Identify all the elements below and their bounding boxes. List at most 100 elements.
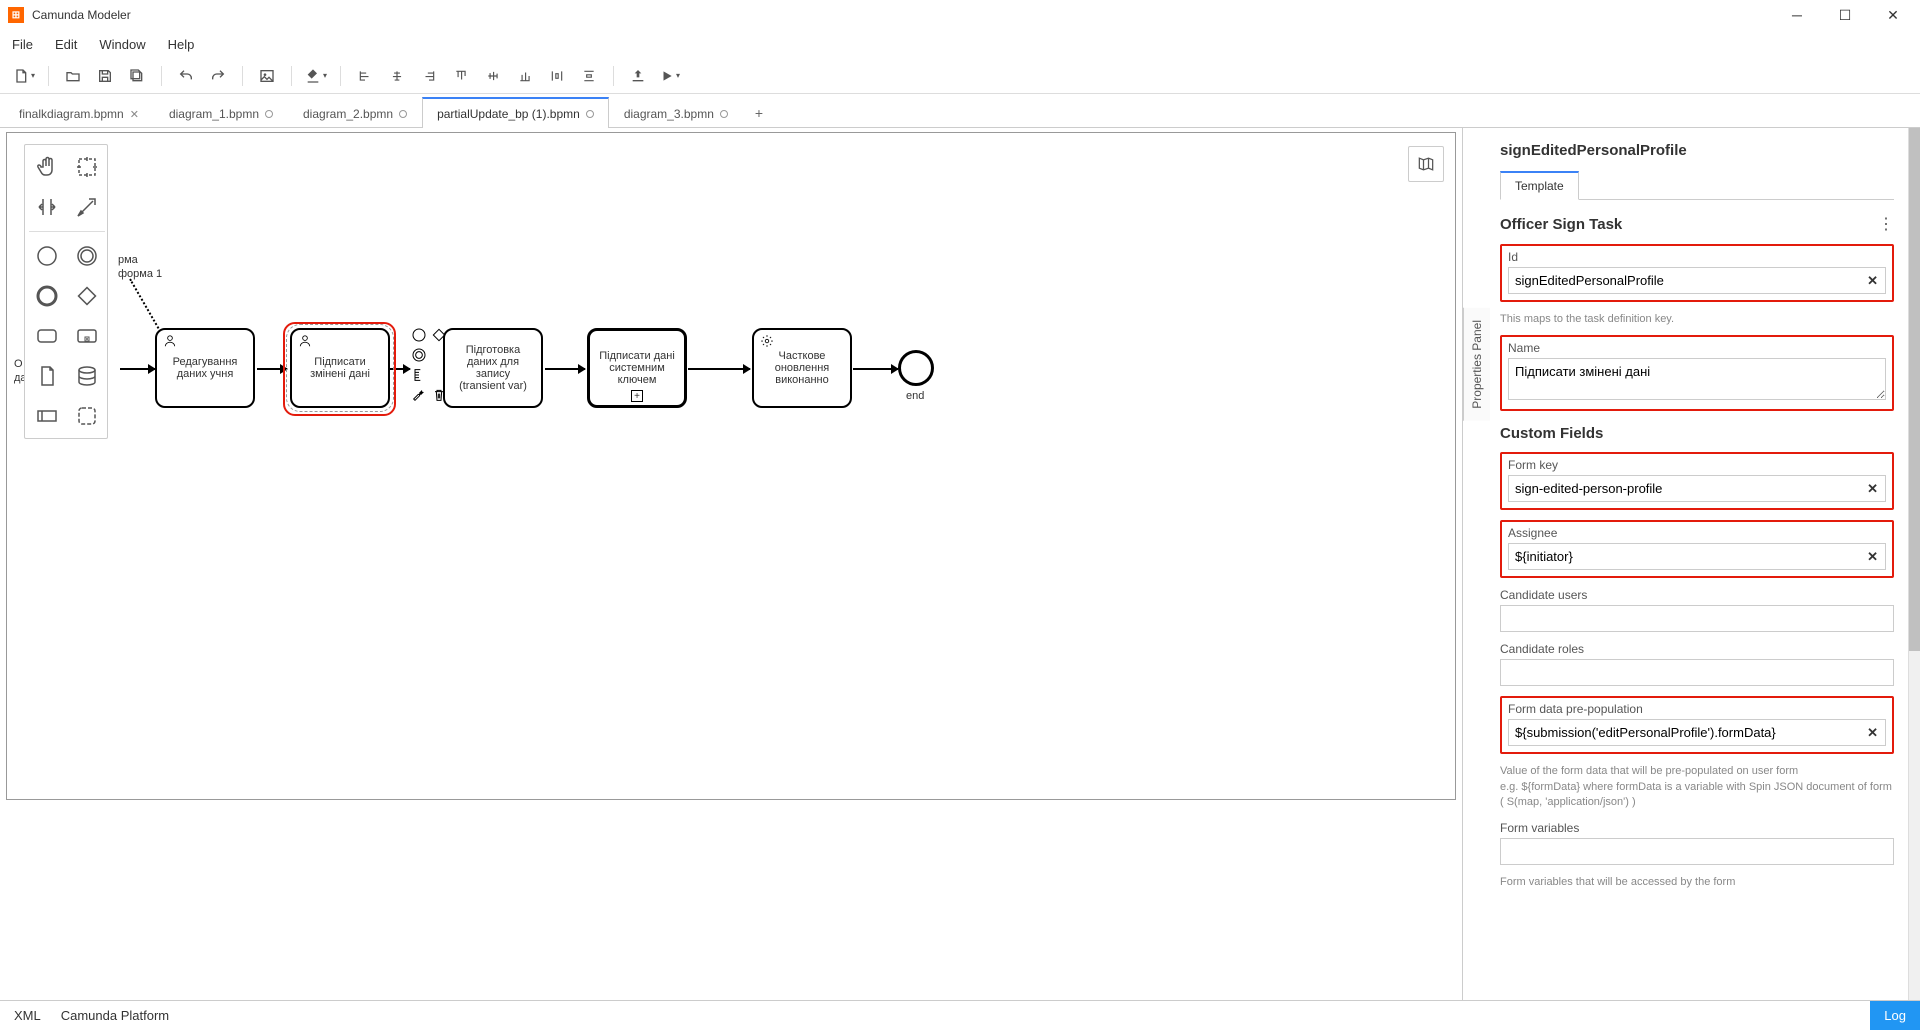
new-file-button[interactable] xyxy=(10,62,38,90)
clear-icon[interactable]: ✕ xyxy=(1867,725,1878,741)
minimap-button[interactable] xyxy=(1408,146,1444,182)
clear-icon[interactable]: ✕ xyxy=(1867,481,1878,497)
tab-diagram3[interactable]: diagram_3.bpmn xyxy=(609,98,743,128)
id-input[interactable] xyxy=(1508,267,1886,294)
data-object-tool[interactable] xyxy=(29,358,65,394)
save-button[interactable] xyxy=(91,62,119,90)
ctx-intermediate[interactable] xyxy=(410,346,428,364)
align-center-button[interactable] xyxy=(383,62,411,90)
intermediate-event-tool[interactable] xyxy=(69,238,105,274)
properties-panel-toggle[interactable]: Properties Panel xyxy=(1463,308,1490,421)
form-variables-input[interactable] xyxy=(1500,838,1894,865)
main-area: рма форма 1 О да Редагування даних учня … xyxy=(0,128,1920,1000)
undo-button[interactable] xyxy=(172,62,200,90)
tab-close-icon[interactable]: ✕ xyxy=(130,108,139,121)
connect-tool[interactable] xyxy=(69,189,105,225)
ctx-event[interactable] xyxy=(410,326,428,344)
close-button[interactable]: ✕ xyxy=(1878,5,1908,25)
align-bottom-button[interactable] xyxy=(511,62,539,90)
field-label: Candidate users xyxy=(1500,588,1894,602)
image-button[interactable] xyxy=(253,62,281,90)
field-prepopulation: Form data pre-population ✕ xyxy=(1500,696,1894,754)
tab-partialupdate[interactable]: partialUpdate_bp (1).bpmn xyxy=(422,97,609,128)
field-label: Form key xyxy=(1508,458,1886,472)
properties-title: signEditedPersonalProfile xyxy=(1500,142,1894,159)
task-sign-system-key[interactable]: Підписати дані системним ключем + xyxy=(587,328,687,408)
align-left-button[interactable] xyxy=(351,62,379,90)
minimize-button[interactable]: ─ xyxy=(1782,5,1812,25)
section-menu-button[interactable]: ⋮ xyxy=(1878,214,1894,234)
status-xml[interactable]: XML xyxy=(14,1008,41,1023)
end-label: end xyxy=(906,390,924,402)
ctx-wrench[interactable] xyxy=(410,386,428,404)
ctx-annotation[interactable] xyxy=(410,366,428,384)
menu-window[interactable]: Window xyxy=(95,33,149,56)
tab-diagram2[interactable]: diagram_2.bpmn xyxy=(288,98,422,128)
tab-label: diagram_1.bpmn xyxy=(169,107,259,121)
end-event-tool[interactable] xyxy=(29,278,65,314)
end-event[interactable] xyxy=(898,350,934,386)
tab-diagram1[interactable]: diagram_1.bpmn xyxy=(154,98,288,128)
align-right-button[interactable] xyxy=(415,62,443,90)
status-platform[interactable]: Camunda Platform xyxy=(61,1008,169,1023)
name-input[interactable]: Підписати змінені дані xyxy=(1508,358,1886,400)
task-partial-update[interactable]: Часткове оновлення виконанно xyxy=(752,328,852,408)
sequence-flow[interactable] xyxy=(257,368,287,370)
assignee-input[interactable] xyxy=(1508,543,1886,570)
pool-tool[interactable] xyxy=(29,398,65,434)
candidate-roles-input[interactable] xyxy=(1500,659,1894,686)
hand-tool[interactable] xyxy=(29,149,65,185)
open-button[interactable] xyxy=(59,62,87,90)
sequence-flow[interactable] xyxy=(545,368,585,370)
maximize-button[interactable]: ☐ xyxy=(1830,5,1860,25)
candidate-users-input[interactable] xyxy=(1500,605,1894,632)
clear-icon[interactable]: ✕ xyxy=(1867,549,1878,565)
save-all-button[interactable] xyxy=(123,62,151,90)
task-tool[interactable] xyxy=(29,318,65,354)
color-button[interactable] xyxy=(302,62,330,90)
field-label: Assignee xyxy=(1508,526,1886,540)
gear-icon xyxy=(760,334,774,351)
tab-unsaved-icon xyxy=(399,110,407,118)
prepopulation-input[interactable] xyxy=(1508,719,1886,746)
sequence-flow[interactable] xyxy=(853,368,898,370)
field-label: Form data pre-population xyxy=(1508,702,1886,716)
redo-button[interactable] xyxy=(204,62,232,90)
tab-finalkdiagram[interactable]: finalkdiagram.bpmn✕ xyxy=(4,98,154,128)
menu-file[interactable]: File xyxy=(8,33,37,56)
lasso-tool[interactable] xyxy=(69,149,105,185)
sequence-flow[interactable] xyxy=(390,368,410,370)
data-store-tool[interactable] xyxy=(69,358,105,394)
field-assignee: Assignee ✕ xyxy=(1500,520,1894,578)
menu-help[interactable]: Help xyxy=(164,33,199,56)
run-button[interactable] xyxy=(656,62,684,90)
sequence-flow[interactable] xyxy=(120,368,155,370)
field-form-variables: Form variables xyxy=(1500,821,1894,865)
align-top-button[interactable] xyxy=(447,62,475,90)
menu-edit[interactable]: Edit xyxy=(51,33,81,56)
subprocess-tool[interactable] xyxy=(69,318,105,354)
formkey-input[interactable] xyxy=(1508,475,1886,502)
task-sign-edited[interactable]: Підписати змінені дані xyxy=(290,328,390,408)
log-button[interactable]: Log xyxy=(1870,1001,1920,1030)
gateway-tool[interactable] xyxy=(69,278,105,314)
scrollbar[interactable] xyxy=(1908,128,1920,1000)
space-tool[interactable] xyxy=(29,189,65,225)
tab-label: diagram_3.bpmn xyxy=(624,107,714,121)
tab-template[interactable]: Template xyxy=(1500,171,1579,200)
distribute-h-button[interactable] xyxy=(543,62,571,90)
task-label-line: Підготовка xyxy=(466,344,520,356)
distribute-v-button[interactable] xyxy=(575,62,603,90)
tab-add-button[interactable]: + xyxy=(743,99,775,127)
tab-unsaved-icon xyxy=(586,110,594,118)
task-edit-data[interactable]: Редагування даних учня xyxy=(155,328,255,408)
sequence-flow[interactable] xyxy=(688,368,750,370)
scrollbar-thumb[interactable] xyxy=(1909,128,1920,651)
start-event-tool[interactable] xyxy=(29,238,65,274)
canvas[interactable]: рма форма 1 О да Редагування даних учня … xyxy=(0,128,1462,1000)
task-prepare-data[interactable]: Підготовка даних для запису (transient v… xyxy=(443,328,543,408)
align-middle-button[interactable] xyxy=(479,62,507,90)
group-tool[interactable] xyxy=(69,398,105,434)
deploy-button[interactable] xyxy=(624,62,652,90)
clear-icon[interactable]: ✕ xyxy=(1867,273,1878,289)
